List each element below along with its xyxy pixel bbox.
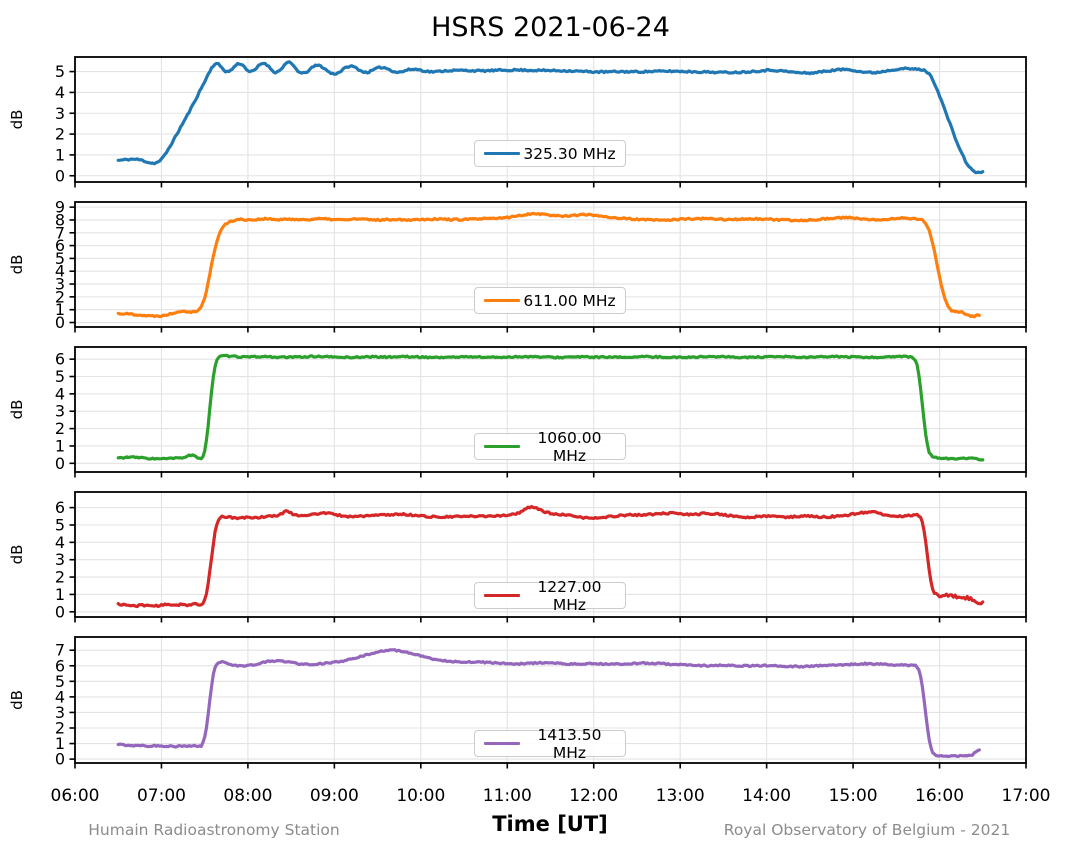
legend-1413mhz: 1413.50 MHz (474, 726, 626, 762)
y-tick-label: 1 (55, 300, 65, 319)
y-axis-title: dB (8, 400, 26, 420)
axes-spines (74, 491, 1027, 618)
chart-title: HSRS 2021-06-24 (431, 12, 670, 43)
x-tick-label: 11:00 (483, 786, 532, 806)
y-tick-label: 9 (55, 198, 65, 217)
y-tick-label: 4 (55, 687, 65, 706)
x-tick-label: 13:00 (656, 786, 705, 806)
x-tick-label: 17:00 (1002, 786, 1051, 806)
y-tick-label: 7 (55, 641, 65, 660)
y-axis-title: dB (8, 110, 26, 130)
y-tick-label: 3 (55, 703, 65, 722)
y-tick-label: 3 (55, 550, 65, 569)
y-tick-label: 1 (55, 734, 65, 753)
y-tick-label: 6 (55, 236, 65, 255)
legend-1227mhz: 1227.00 MHz (474, 578, 626, 614)
legend-label: 1227.00 MHz (537, 577, 602, 614)
x-tick-label: 10:00 (396, 786, 445, 806)
y-tick-label: 0 (55, 454, 65, 473)
legend-line-swatch (484, 741, 520, 746)
axes-spines (74, 346, 1027, 473)
series-line-611-00-mhz (116, 211, 981, 319)
legend-611mhz: 611.00 MHz (474, 287, 626, 314)
axes-spines (74, 56, 1027, 183)
y-tick-label: 5 (55, 249, 65, 268)
y-tick-label: 3 (55, 402, 65, 421)
x-tick-label: 12:00 (569, 786, 618, 806)
legend-1060mhz: 1060.00 MHz (474, 429, 626, 465)
y-tick-label: 4 (55, 262, 65, 281)
series-line-325-30-mhz (116, 60, 985, 175)
y-tick-label: 4 (55, 384, 65, 403)
y-tick-label: 4 (55, 533, 65, 552)
x-axis-label: Time [UT] (492, 812, 608, 836)
y-tick-label: 2 (55, 419, 65, 438)
y-tick-label: 6 (55, 656, 65, 675)
axes-spines (74, 636, 1027, 764)
y-axis-title: dB (8, 690, 26, 710)
axes-spines (74, 201, 1027, 328)
series-line-1413-50-mhz (116, 648, 981, 759)
y-tick-label: 5 (55, 515, 65, 534)
legend-label: 325.30 MHz (523, 144, 616, 163)
x-tick-label: 09:00 (310, 786, 359, 806)
y-tick-label: 0 (55, 602, 65, 621)
legend-label: 611.00 MHz (523, 291, 616, 310)
y-tick-label: 3 (55, 104, 65, 123)
y-axis-title: dB (8, 255, 26, 275)
footer-observatory: Royal Observatory of Belgium - 2021 (723, 821, 1011, 839)
y-tick-label: 5 (55, 62, 65, 81)
series-line-1227-00-mhz (116, 504, 985, 609)
y-tick-label: 2 (55, 125, 65, 144)
legend-line-swatch (484, 298, 520, 303)
legend-label: 1060.00 MHz (537, 428, 602, 465)
legend-line-swatch (484, 444, 520, 449)
y-tick-label: 0 (55, 166, 65, 185)
y-axis-title: dB (8, 545, 26, 565)
y-tick-label: 5 (55, 672, 65, 691)
y-tick-label: 4 (55, 83, 65, 102)
legend-325mhz: 325.30 MHz (474, 140, 626, 167)
y-tick-label: 1 (55, 145, 65, 164)
y-tick-label: 5 (55, 367, 65, 386)
x-tick-label: 07:00 (137, 786, 186, 806)
legend-label: 1413.50 MHz (537, 725, 602, 762)
y-tick-label: 2 (55, 719, 65, 738)
y-tick-label: 8 (55, 210, 65, 229)
series-line-1060-00-mhz (116, 353, 985, 462)
y-tick-label: 6 (55, 498, 65, 517)
y-tick-label: 2 (55, 287, 65, 306)
y-tick-label: 1 (55, 436, 65, 455)
footer-station: Humain Radioastronomy Station (88, 821, 340, 839)
legend-line-swatch (484, 593, 520, 598)
panel-0: 0 12 3 4 5 dB (8, 56, 1027, 188)
x-tick-label: 08:00 (223, 786, 272, 806)
x-tick-label: 15:00 (829, 786, 878, 806)
y-tick-label: 3 (55, 275, 65, 294)
y-tick-label: 0 (55, 750, 65, 769)
y-tick-label: 7 (55, 223, 65, 242)
x-tick-label: 06:00 (51, 786, 100, 806)
legend-line-swatch (484, 151, 520, 156)
y-tick-label: 1 (55, 585, 65, 604)
x-tick-label: 14:00 (742, 786, 791, 806)
y-tick-label: 0 (55, 313, 65, 332)
y-tick-label: 6 (55, 350, 65, 369)
x-tick-label: 16:00 (915, 786, 964, 806)
y-tick-label: 2 (55, 568, 65, 587)
